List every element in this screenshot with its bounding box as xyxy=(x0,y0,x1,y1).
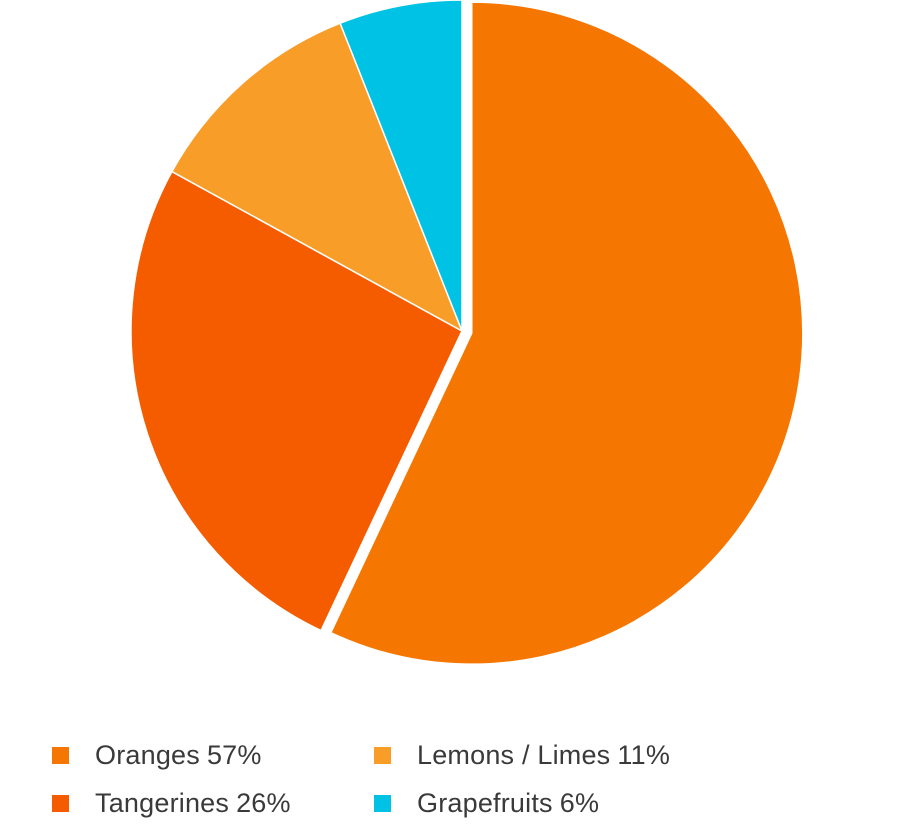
legend: Oranges 57% Lemons / Limes 11% Tangerine… xyxy=(52,735,812,825)
legend-label-oranges: Oranges xyxy=(95,739,200,770)
legend-value-oranges: 57% xyxy=(206,739,262,770)
legend-swatch-tangerines xyxy=(52,794,69,812)
pie-slice-oranges xyxy=(330,1,804,665)
pie-chart xyxy=(130,0,804,665)
legend-swatch-oranges xyxy=(52,746,69,764)
pie-slice-grapefruits xyxy=(339,0,463,332)
legend-label-lemons-limes: Lemons / Limes xyxy=(417,739,611,770)
legend-swatch-grapefruits xyxy=(374,794,391,812)
legend-item-grapefruits: Grapefruits 6% xyxy=(374,783,599,823)
legend-swatch-lemons-limes xyxy=(374,746,391,764)
pie-slice-lemons-limes xyxy=(171,22,463,332)
legend-item-lemons-limes: Lemons / Limes 11% xyxy=(374,735,670,775)
legend-value-grapefruits: 6% xyxy=(559,787,600,818)
legend-label-grapefruits: Grapefruits xyxy=(417,787,553,818)
legend-item-tangerines: Tangerines 26% xyxy=(52,783,291,823)
legend-item-oranges: Oranges 57% xyxy=(52,735,262,775)
legend-label-tangerines: Tangerines xyxy=(95,787,230,818)
legend-value-lemons-limes: 11% xyxy=(617,739,671,770)
legend-value-tangerines: 26% xyxy=(236,787,291,818)
